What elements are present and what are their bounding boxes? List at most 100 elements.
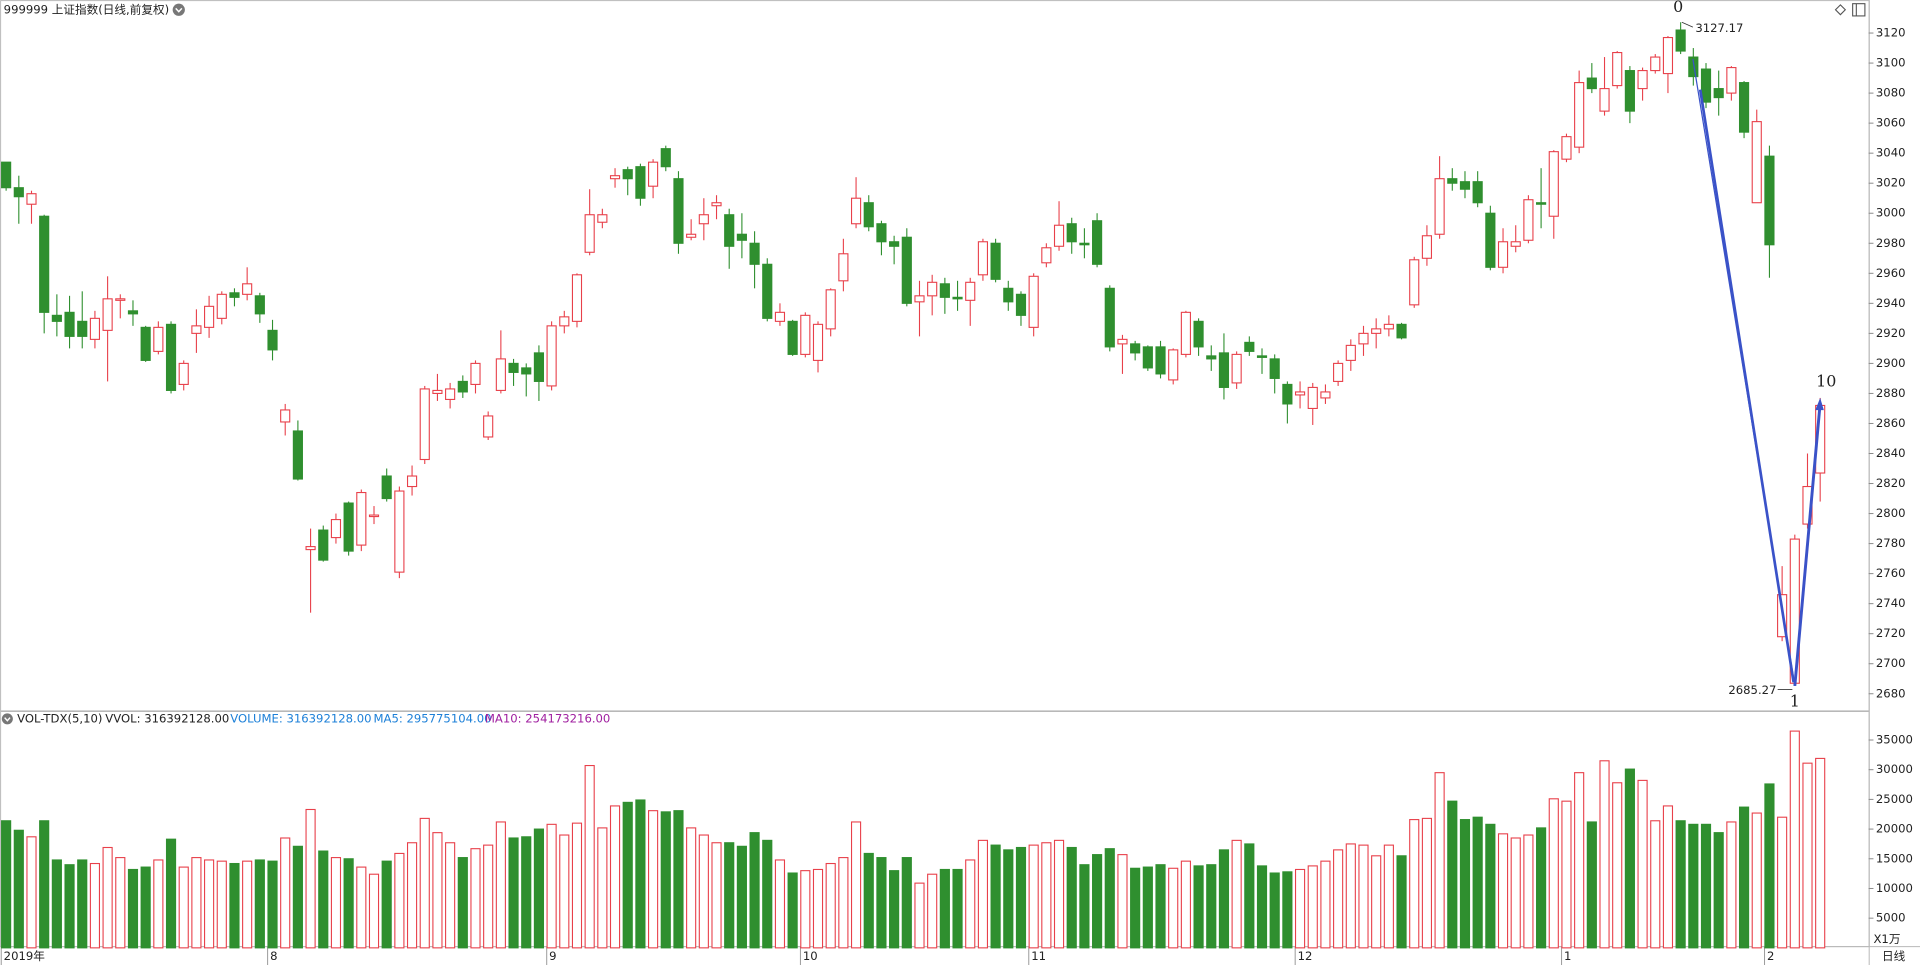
candle-body [762,263,773,319]
y-tick-label: 2900 [1876,356,1906,370]
candle-body [1662,36,1674,75]
x-tick-label: 10 [803,949,818,963]
candle-body [165,323,177,391]
candle-body [1053,224,1065,247]
volume-bar [356,866,367,949]
candle-body [686,233,697,238]
volume-bar [1688,823,1699,949]
candle-body [115,298,126,301]
candle-body [216,293,227,319]
volume-bar [1193,865,1204,949]
volume-bar [305,808,316,949]
volume-bar [559,834,570,949]
volume-bar [1713,832,1724,949]
diamond-icon[interactable] [1834,4,1847,16]
candle-body [711,202,722,207]
candle-body [419,388,430,461]
candle-body [229,292,240,298]
y-tick-label: 3040 [1876,146,1906,160]
candle-body [1459,181,1471,190]
y-tick-label: 2880 [1876,386,1906,400]
volume-bar [952,868,963,949]
volume-bar [571,822,583,949]
y-tick-label: 2800 [1876,506,1906,520]
volume-bar [850,821,862,949]
volume-bar [1523,834,1534,949]
volume-bar [1066,846,1077,949]
candle-body [774,311,786,322]
volume-label: VOLUME: 316392128.00 [230,711,371,725]
volume-bar [368,873,380,949]
candle-body [952,296,963,300]
candle-body [698,214,709,225]
volume-bar [736,845,747,949]
volume-bar [1244,843,1255,949]
candle-body [1345,344,1356,361]
volume-bar [1371,855,1382,949]
y-tick-label: 3080 [1876,86,1906,100]
volume-bar [318,850,329,949]
volume-bar [1383,844,1394,949]
volume-bar [876,857,887,949]
candle-body [445,388,456,400]
volume-unit: X1万 [1873,932,1900,946]
volume-bar [1650,820,1661,949]
volume-bar [280,837,291,949]
candle-body [368,514,380,518]
volume-bar [584,764,595,949]
volume-bar [635,799,646,949]
volume-bar [1751,812,1762,949]
volume-bar [178,866,189,949]
volume-bar [457,857,468,949]
candle-body [242,283,253,295]
candle-body [800,314,811,355]
candle-body [1434,178,1445,235]
candle-body [1764,155,1775,246]
volume-bar [1256,865,1268,949]
period-label: 日线 [1882,949,1906,963]
candle-body [559,316,570,327]
candle-body [432,389,443,394]
candle-body [546,325,557,387]
candle-body [1586,77,1597,90]
volume-bar [1789,730,1800,949]
panel-icon[interactable] [1852,3,1866,17]
volume-bar [698,834,709,949]
volume-bar [762,839,773,949]
volume-bar [990,844,1001,949]
volume-bar [1142,866,1153,949]
volume-bar [1510,837,1521,949]
y-tick-label: 2760 [1876,566,1906,580]
candle-body [1028,275,1039,328]
candle-body [673,178,684,244]
title-dropdown[interactable] [172,3,185,16]
volume-tick-label: 20000 [1876,822,1913,836]
y-tick-label: 2680 [1876,686,1906,700]
volume-tick-label: 30000 [1876,762,1913,776]
candle-body [1650,56,1661,72]
volume-bar [1079,864,1090,949]
x-tick-label: 2 [1767,949,1774,963]
volume-bar [1041,842,1052,949]
volume-bar [51,859,62,949]
y-tick-label: 2940 [1876,296,1906,310]
volume-bar [26,836,37,949]
volume-bar [1282,871,1293,949]
volume-dropdown[interactable] [1,713,13,725]
volume-bar [749,832,760,949]
volume-bar [1612,782,1623,949]
volume-bar [39,820,50,949]
wave-label: 1 [1790,691,1800,710]
volume-bar [1675,820,1686,949]
candle-body [939,283,950,298]
volume-bar [1396,855,1407,949]
volume-bar [1180,860,1191,949]
candle-body [1307,386,1318,409]
y-tick-label: 3120 [1876,26,1906,40]
candle-body [812,323,824,361]
volume-bar [863,852,874,949]
volume-bar [1231,839,1242,949]
volume-bar [1333,849,1344,949]
x-tick-label: 12 [1298,949,1313,963]
